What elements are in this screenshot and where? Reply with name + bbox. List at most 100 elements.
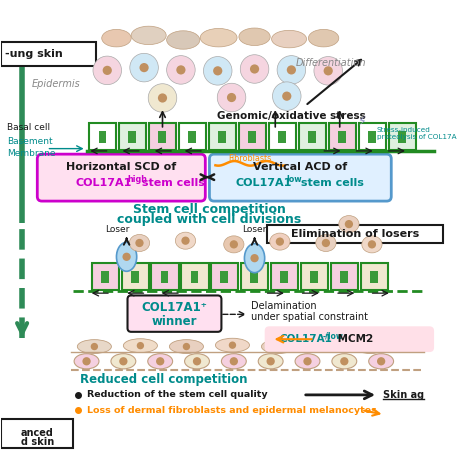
Ellipse shape bbox=[131, 26, 166, 45]
Ellipse shape bbox=[200, 28, 237, 47]
FancyBboxPatch shape bbox=[1, 419, 73, 448]
Text: Stem cell competition: Stem cell competition bbox=[133, 203, 286, 216]
Ellipse shape bbox=[239, 28, 270, 46]
Text: winner: winner bbox=[152, 315, 197, 328]
FancyBboxPatch shape bbox=[179, 123, 206, 150]
Circle shape bbox=[276, 237, 284, 246]
Ellipse shape bbox=[332, 354, 357, 369]
Ellipse shape bbox=[175, 232, 196, 249]
Text: under spatial constraint: under spatial constraint bbox=[251, 312, 368, 322]
Ellipse shape bbox=[369, 354, 393, 369]
Ellipse shape bbox=[308, 339, 342, 353]
Circle shape bbox=[213, 66, 222, 75]
Circle shape bbox=[137, 342, 144, 349]
Text: Epidermis: Epidermis bbox=[31, 79, 80, 89]
Ellipse shape bbox=[111, 354, 136, 369]
Bar bbox=[308, 131, 316, 143]
FancyBboxPatch shape bbox=[241, 263, 268, 291]
Text: Delamination: Delamination bbox=[251, 301, 317, 311]
Circle shape bbox=[303, 357, 311, 365]
Ellipse shape bbox=[258, 354, 283, 369]
FancyBboxPatch shape bbox=[331, 263, 358, 291]
FancyBboxPatch shape bbox=[128, 295, 221, 332]
Circle shape bbox=[250, 64, 259, 73]
Text: Stress-induced
proteolysis of COL17A: Stress-induced proteolysis of COL17A bbox=[376, 128, 456, 140]
Ellipse shape bbox=[339, 216, 359, 233]
Text: stem cells: stem cells bbox=[297, 178, 364, 188]
Text: ⚡: ⚡ bbox=[358, 115, 367, 128]
Bar bbox=[310, 271, 318, 283]
Circle shape bbox=[82, 357, 91, 365]
Circle shape bbox=[130, 54, 158, 82]
Ellipse shape bbox=[354, 340, 388, 354]
Bar bbox=[370, 271, 378, 283]
FancyBboxPatch shape bbox=[209, 123, 236, 150]
FancyBboxPatch shape bbox=[37, 154, 205, 201]
Ellipse shape bbox=[74, 354, 99, 369]
Text: COL17A1: COL17A1 bbox=[235, 178, 292, 188]
Text: Skin ag: Skin ag bbox=[383, 390, 424, 400]
Text: Basement: Basement bbox=[7, 137, 53, 146]
FancyBboxPatch shape bbox=[328, 123, 356, 150]
Ellipse shape bbox=[270, 233, 290, 250]
Text: Reduction of the stem cell quality: Reduction of the stem cell quality bbox=[87, 391, 267, 400]
Bar bbox=[128, 131, 136, 143]
Circle shape bbox=[217, 83, 246, 112]
Circle shape bbox=[321, 342, 328, 349]
Text: Horizontal SCD of: Horizontal SCD of bbox=[66, 162, 176, 172]
FancyBboxPatch shape bbox=[239, 123, 266, 150]
Text: stem cells: stem cells bbox=[137, 178, 204, 188]
Circle shape bbox=[345, 220, 353, 228]
Circle shape bbox=[91, 343, 98, 350]
Ellipse shape bbox=[272, 30, 307, 48]
FancyBboxPatch shape bbox=[119, 123, 146, 150]
Circle shape bbox=[193, 357, 201, 365]
FancyBboxPatch shape bbox=[210, 154, 391, 201]
Circle shape bbox=[119, 357, 128, 365]
Ellipse shape bbox=[129, 235, 150, 252]
Text: Elimination of losers: Elimination of losers bbox=[291, 229, 419, 239]
Text: COL17A1: COL17A1 bbox=[76, 178, 132, 188]
Circle shape bbox=[230, 240, 238, 248]
Circle shape bbox=[277, 55, 306, 84]
Text: Loser: Loser bbox=[105, 226, 129, 235]
Circle shape bbox=[324, 66, 333, 75]
Bar bbox=[158, 131, 166, 143]
FancyBboxPatch shape bbox=[359, 123, 386, 150]
Bar bbox=[220, 271, 228, 283]
FancyBboxPatch shape bbox=[149, 123, 176, 150]
Circle shape bbox=[148, 84, 177, 112]
Circle shape bbox=[227, 93, 236, 102]
Circle shape bbox=[377, 357, 385, 365]
Text: anced: anced bbox=[21, 428, 54, 438]
Circle shape bbox=[167, 55, 195, 84]
Circle shape bbox=[122, 253, 131, 261]
Circle shape bbox=[287, 65, 296, 74]
Ellipse shape bbox=[221, 354, 246, 369]
FancyBboxPatch shape bbox=[91, 263, 119, 291]
Bar bbox=[340, 271, 348, 283]
Text: COL17A1⁺: COL17A1⁺ bbox=[142, 301, 208, 314]
Circle shape bbox=[182, 237, 190, 245]
Text: Vertical ACD of: Vertical ACD of bbox=[254, 162, 348, 172]
Circle shape bbox=[158, 93, 167, 102]
Bar bbox=[278, 131, 286, 143]
Ellipse shape bbox=[215, 338, 249, 352]
Text: d skin: d skin bbox=[21, 438, 54, 447]
Circle shape bbox=[367, 343, 374, 350]
Text: Membrane: Membrane bbox=[7, 149, 55, 158]
Circle shape bbox=[229, 341, 236, 349]
Text: high: high bbox=[128, 175, 147, 184]
Circle shape bbox=[314, 56, 343, 85]
Bar bbox=[131, 271, 138, 283]
Circle shape bbox=[156, 357, 164, 365]
Bar bbox=[161, 271, 168, 283]
Bar bbox=[188, 131, 196, 143]
Ellipse shape bbox=[117, 242, 137, 271]
Text: low: low bbox=[287, 175, 302, 184]
FancyBboxPatch shape bbox=[271, 263, 298, 291]
Circle shape bbox=[275, 343, 282, 350]
Circle shape bbox=[368, 240, 376, 248]
FancyBboxPatch shape bbox=[182, 263, 209, 291]
Text: Differentiation: Differentiation bbox=[295, 58, 366, 68]
